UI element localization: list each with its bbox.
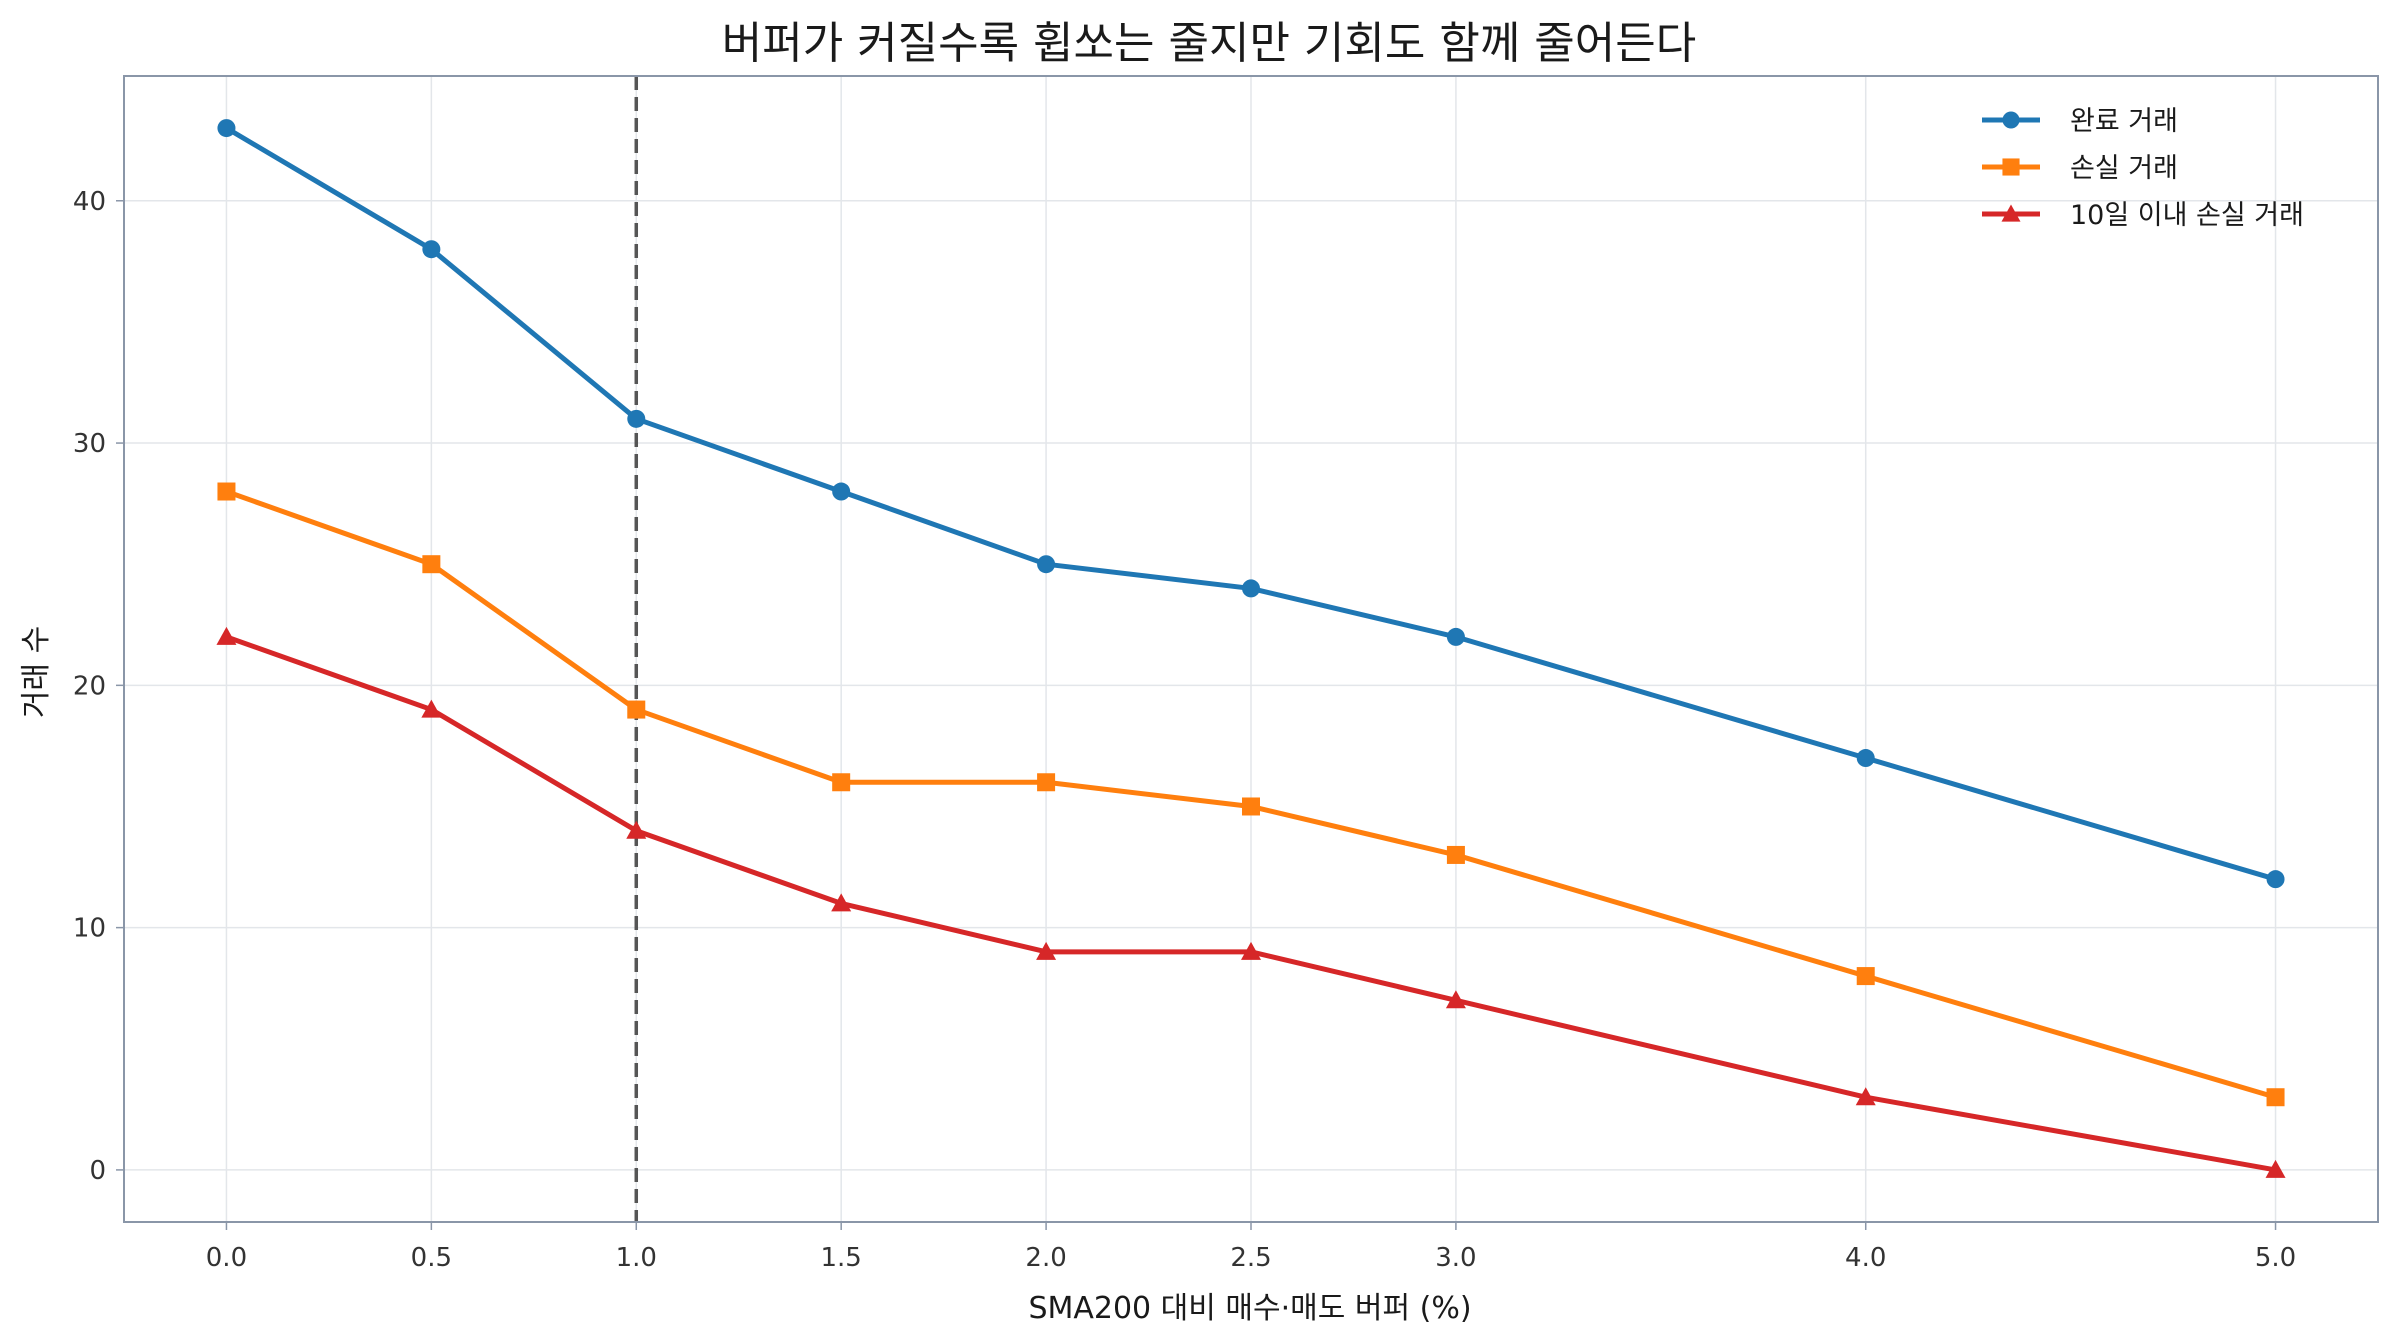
legend-label-2: 손실 거래 — [2070, 153, 2178, 184]
data-point-series-3 — [1036, 941, 1057, 960]
data-point-series-3 — [2265, 1159, 2286, 1178]
y-tick-label: 40 — [73, 187, 106, 217]
grid-layer — [124, 76, 2378, 1222]
legend-label-3: 10일 이내 손실 거래 — [2070, 200, 2304, 231]
y-tick-label: 20 — [73, 671, 106, 701]
data-point-series-3 — [1241, 941, 1261, 960]
data-point-series-1 — [422, 240, 441, 259]
legend-marker-2 — [2002, 158, 2020, 176]
data-point-series-1 — [627, 409, 646, 428]
x-tick-label: 2.5 — [1230, 1243, 1271, 1273]
data-point-series-3 — [626, 820, 647, 839]
data-point-series-3 — [1855, 1087, 1876, 1106]
y-tick-label: 10 — [73, 914, 106, 944]
x-tick-label: 2.0 — [1025, 1243, 1066, 1273]
data-point-series-2 — [1446, 845, 1465, 864]
data-point-series-3 — [216, 626, 237, 645]
x-tick-label: 1.0 — [616, 1243, 657, 1273]
chart-title: 버퍼가 커질수록 휩쏘는 줄지만 기회도 함께 줄어든다 — [722, 18, 1696, 69]
data-point-series-1 — [1856, 749, 1875, 768]
data-point-series-2 — [1242, 797, 1260, 816]
legend-marker-1 — [2002, 111, 2020, 129]
legend-marker-3 — [2001, 204, 2021, 222]
data-point-series-3 — [1445, 990, 1466, 1009]
y-tick-label: 30 — [73, 429, 106, 459]
x-axis-label: SMA200 대비 매수·매도 버퍼 (%) — [1028, 1291, 1471, 1326]
x-tick-label: 0.5 — [411, 1243, 452, 1273]
data-point-series-2 — [627, 700, 646, 719]
data-point-series-1 — [1446, 627, 1465, 646]
data-point-series-1 — [217, 119, 236, 138]
x-tick-label: 5.0 — [2255, 1243, 2296, 1273]
data-point-series-1 — [1242, 579, 1260, 598]
data-point-series-2 — [1037, 773, 1056, 792]
series-layer — [216, 119, 2286, 1178]
x-tick-label: 4.0 — [1845, 1243, 1886, 1273]
data-point-series-2 — [832, 773, 851, 792]
data-point-series-1 — [832, 482, 851, 501]
data-point-series-2 — [217, 482, 236, 501]
legend-label-1: 완료 거래 — [2070, 106, 2178, 137]
data-point-series-1 — [2266, 870, 2285, 889]
tick-layer: 0.0 0.5 1.0 1.5 2.0 2.5 3.0 4.0 5.0 0 10 20 30 40 — [73, 187, 2296, 1273]
x-tick-label: 0.0 — [206, 1243, 247, 1273]
x-tick-label: 1.5 — [821, 1243, 862, 1273]
data-point-series-2 — [422, 555, 441, 574]
data-point-series-2 — [1856, 967, 1875, 986]
y-tick-label: 0 — [89, 1156, 106, 1186]
data-point-series-3 — [831, 893, 852, 912]
data-point-series-2 — [2266, 1088, 2285, 1107]
x-tick-label: 3.0 — [1435, 1243, 1476, 1273]
y-axis-label: 거래 수 — [19, 626, 54, 718]
data-point-series-1 — [1037, 555, 1056, 574]
data-point-series-3 — [421, 699, 442, 718]
